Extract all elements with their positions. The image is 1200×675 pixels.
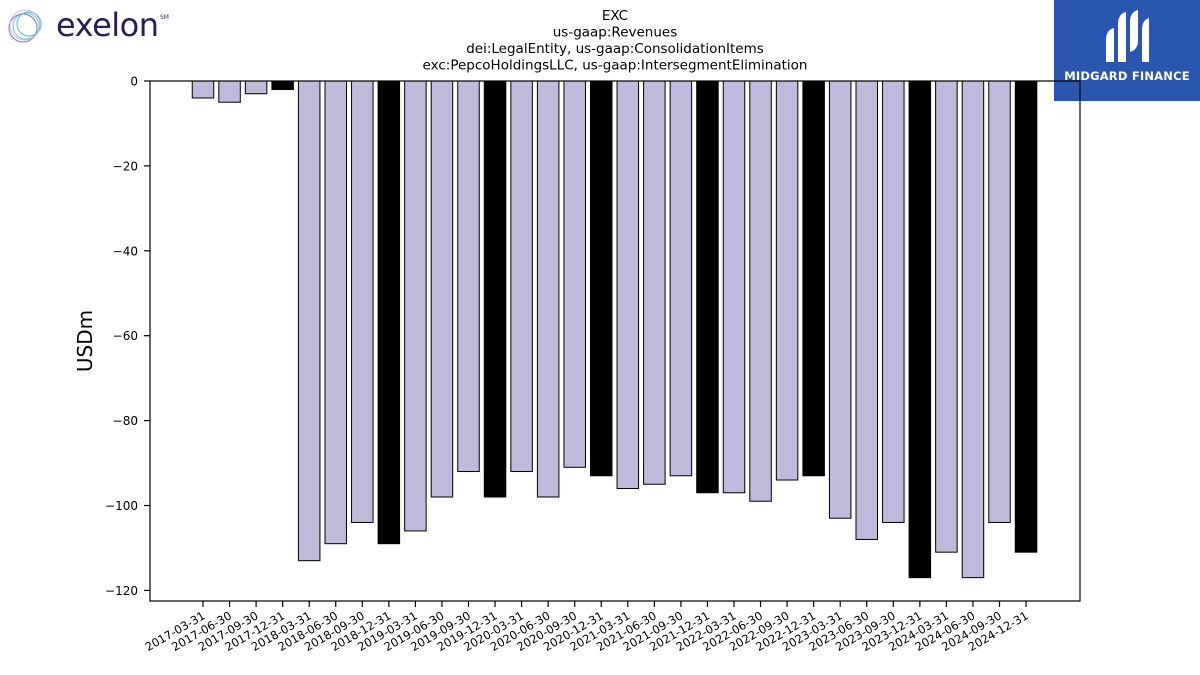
midgard-emblem-icon [1106,10,1149,62]
bar-2018-03-31 [297,80,321,562]
chart-title-line: us-gaap:Revenues [553,25,678,41]
bar-2023-09-30 [882,80,905,523]
bar-2017-12-31 [271,80,294,90]
bar-2022-06-30 [749,80,772,502]
chart-title-line: exc:PepcoHoldingsLLC, us-gaap:Intersegme… [423,58,808,74]
bar-2017-06-30 [218,80,241,103]
bar-2020-06-30 [536,80,560,498]
midgard-finance-logo: MIDGARD FINANCE [1054,0,1200,101]
bar-2024-12-31 [1014,80,1038,553]
service-mark: SM [160,14,169,21]
bar-2022-03-31 [722,80,746,494]
exelon-logo: exelon SM [4,4,174,48]
exelon-wordmark: exelon [56,6,159,44]
y-tick-label: −40 [113,244,138,258]
bar-2020-09-30 [563,80,586,468]
plot-frame [149,80,1081,602]
bar-2019-09-30 [457,80,480,473]
chart-title-line: EXC [602,8,628,24]
bar-2022-09-30 [775,80,799,481]
bar-2023-03-31 [828,80,852,519]
bar-2021-06-30 [643,80,666,485]
y-axis: 0 −20 −40 −60 −80 −100 −120 [105,75,150,598]
bar-2021-12-31 [696,80,719,494]
bar-2024-06-30 [961,80,985,579]
bar-2018-09-30 [351,80,374,523]
y-tick-label: −100 [105,499,138,513]
bar-2023-12-31 [908,80,932,579]
bar-2020-03-31 [510,80,533,473]
y-tick-label: −60 [113,329,138,343]
bar-2020-12-31 [590,80,613,477]
x-axis: 2017-03-312017-06-302017-09-302017-12-31… [143,601,1031,654]
bar-2019-12-31 [483,80,507,498]
bar-2019-03-31 [404,80,427,532]
y-tick-label: −120 [105,584,138,598]
bar-series [191,80,1038,579]
bar-2022-12-31 [802,80,825,477]
bar-2018-12-31 [377,80,401,545]
chart-title-line: dei:LegalEntity, us-gaap:ConsolidationIt… [466,41,764,57]
y-axis-label: USDm [73,310,97,372]
bar-2019-06-30 [430,80,454,498]
midgard-finance-label: MIDGARD FINANCE [1064,69,1190,83]
y-tick-label: −20 [113,159,138,173]
bar-2017-09-30 [244,80,268,95]
y-tick-label: −80 [113,414,138,428]
bar-2024-09-30 [988,80,1011,523]
exelon-flower-icon [8,9,42,43]
bar-2021-09-30 [669,80,693,477]
bar-2021-03-31 [616,80,640,490]
bar-2024-03-31 [935,80,958,553]
bar-2023-06-30 [855,80,878,540]
bar-2018-06-30 [324,80,347,545]
bar-2017-03-31 [191,80,215,99]
y-tick-label: 0 [130,75,138,89]
